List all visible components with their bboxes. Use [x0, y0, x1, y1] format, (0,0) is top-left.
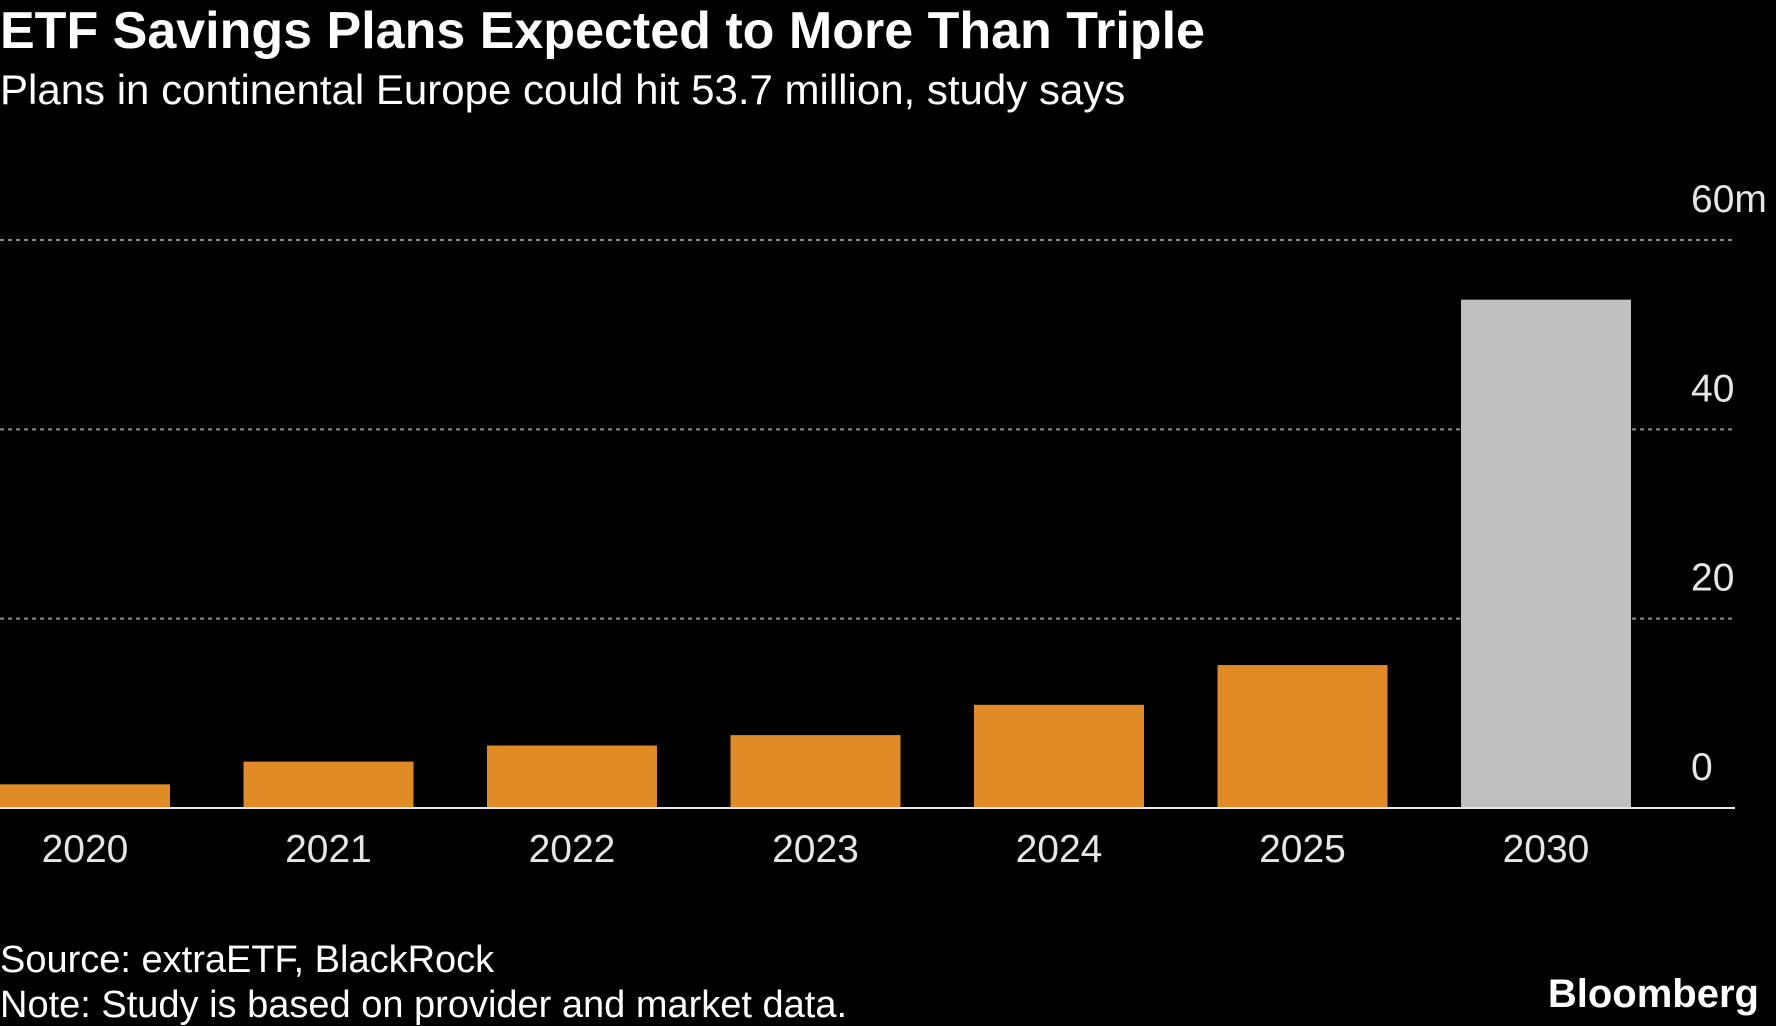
bar — [243, 761, 414, 808]
x-tick-label: 2023 — [772, 828, 859, 871]
x-tick-label: 2025 — [1259, 828, 1346, 871]
y-tick-label: 20 — [1691, 557, 1734, 600]
bar — [1461, 299, 1631, 808]
x-tick-label: 2020 — [42, 828, 129, 871]
x-tick-label: 2021 — [285, 828, 372, 871]
note: Note: Study is based on provider and mar… — [0, 984, 847, 1026]
brand-logo: Bloomberg — [1548, 972, 1759, 1016]
y-tick-label: 60m — [1691, 178, 1767, 221]
bar — [1217, 665, 1388, 808]
source: Source: extraETF, BlackRock — [0, 939, 495, 981]
bar — [487, 745, 657, 808]
chart-title: ETF Savings Plans Expected to More Than … — [0, 2, 1205, 60]
bar — [730, 735, 901, 808]
x-tick-label: 2024 — [1016, 828, 1103, 871]
chart-subtitle: Plans in continental Europe could hit 53… — [0, 66, 1125, 113]
x-tick-label: 2022 — [529, 828, 616, 871]
x-tick-label: 2030 — [1503, 828, 1590, 871]
bar — [974, 704, 1144, 808]
y-tick-label: 40 — [1691, 367, 1734, 410]
y-tick-label: 0 — [1691, 746, 1713, 789]
bar — [0, 784, 170, 808]
